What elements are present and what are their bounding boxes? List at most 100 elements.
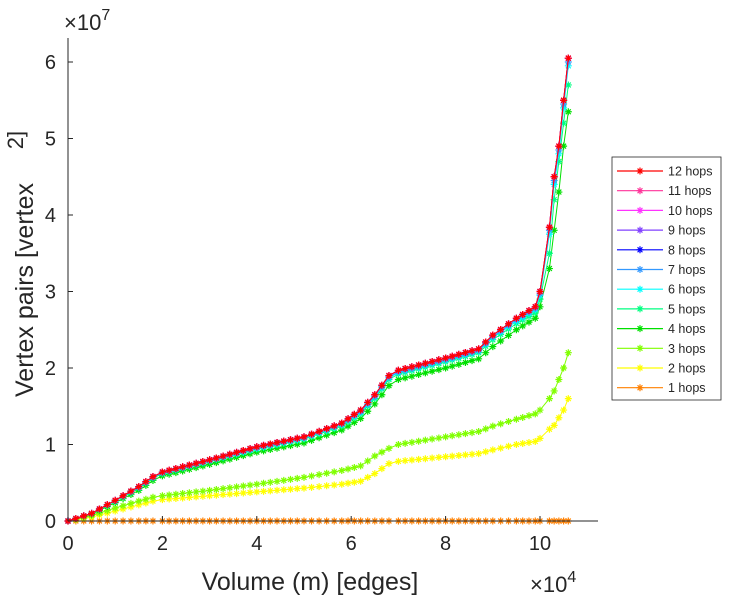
marker xyxy=(378,465,386,473)
marker xyxy=(179,489,187,497)
legend-label: 7 hops xyxy=(668,263,706,277)
y-tick-label: 1 xyxy=(45,435,56,457)
legend-marker xyxy=(636,246,644,254)
marker xyxy=(273,486,281,494)
marker xyxy=(455,431,463,439)
data-point xyxy=(385,382,393,390)
marker xyxy=(364,407,372,415)
marker xyxy=(344,465,352,473)
data-point xyxy=(158,468,166,476)
data-point xyxy=(555,146,563,154)
data-point xyxy=(545,230,553,238)
marker xyxy=(142,495,150,503)
series-3-hops xyxy=(64,349,572,525)
data-point xyxy=(550,196,558,204)
legend-marker xyxy=(636,325,644,333)
y-multiplier-exponent: 7 xyxy=(101,7,110,24)
legend-marker xyxy=(636,226,644,234)
marker xyxy=(185,461,193,469)
marker xyxy=(421,436,429,444)
marker xyxy=(428,367,436,375)
marker xyxy=(246,488,254,496)
data-point xyxy=(536,295,544,303)
marker xyxy=(378,381,386,389)
marker xyxy=(280,476,288,484)
marker xyxy=(482,338,490,346)
data-point xyxy=(149,493,157,501)
data-point xyxy=(338,419,346,427)
data-point xyxy=(385,460,393,468)
marker xyxy=(165,495,173,503)
marker xyxy=(408,438,416,446)
y-tick-label: 0 xyxy=(45,511,56,533)
marker xyxy=(505,418,513,426)
series-10-hops xyxy=(64,54,572,525)
data-point xyxy=(545,395,553,403)
x-tick-label: 2 xyxy=(157,533,168,555)
data-point xyxy=(149,473,157,481)
marker xyxy=(323,482,331,490)
y-axis-label: Vertex pairs [vertex xyxy=(11,183,39,397)
marker xyxy=(350,463,358,471)
data-point xyxy=(489,422,497,430)
marker xyxy=(287,436,295,444)
marker xyxy=(415,371,423,379)
marker xyxy=(378,391,386,399)
data-point xyxy=(564,54,572,62)
marker xyxy=(455,360,463,368)
marker xyxy=(219,491,227,499)
marker xyxy=(308,483,316,491)
marker xyxy=(401,439,409,447)
marker xyxy=(344,415,352,423)
marker xyxy=(293,434,301,442)
marker xyxy=(519,322,527,330)
marker xyxy=(239,482,247,490)
marker xyxy=(172,465,180,473)
data-point xyxy=(555,414,563,422)
marker xyxy=(142,499,150,507)
marker xyxy=(246,445,254,453)
marker xyxy=(401,457,409,465)
marker xyxy=(497,420,505,428)
data-point xyxy=(300,473,308,481)
data-point xyxy=(550,387,558,395)
legend-label: 11 hops xyxy=(668,184,712,198)
data-point xyxy=(560,406,568,414)
marker xyxy=(448,352,456,360)
data-point xyxy=(371,391,379,399)
data-point xyxy=(531,410,539,418)
data-point xyxy=(512,415,520,423)
marker xyxy=(408,363,416,371)
data-point xyxy=(512,326,520,334)
marker xyxy=(330,481,338,489)
data-point xyxy=(135,483,143,491)
marker xyxy=(519,413,527,421)
data-point xyxy=(564,395,572,403)
marker xyxy=(179,494,187,502)
series-layer xyxy=(64,54,572,525)
marker xyxy=(330,429,338,437)
legend-entry: 8 hops xyxy=(617,243,706,257)
data-point xyxy=(135,501,143,509)
marker xyxy=(308,430,316,438)
series-11-hops xyxy=(64,54,572,525)
marker xyxy=(408,372,416,380)
marker xyxy=(505,320,513,328)
marker xyxy=(80,512,88,520)
x-multiplier: ×104 xyxy=(530,569,576,597)
legend-marker xyxy=(636,285,644,293)
y-tick-label: 6 xyxy=(45,52,56,74)
marker xyxy=(435,453,443,461)
data-point xyxy=(560,364,568,372)
x-multiplier-exponent: 4 xyxy=(567,569,576,586)
marker xyxy=(260,441,268,449)
marker xyxy=(315,427,323,435)
legend-label: 8 hops xyxy=(668,243,706,257)
data-point xyxy=(475,427,483,435)
data-point xyxy=(555,188,563,196)
legend-label: 3 hops xyxy=(668,342,706,356)
marker xyxy=(72,514,80,522)
marker xyxy=(226,450,234,458)
